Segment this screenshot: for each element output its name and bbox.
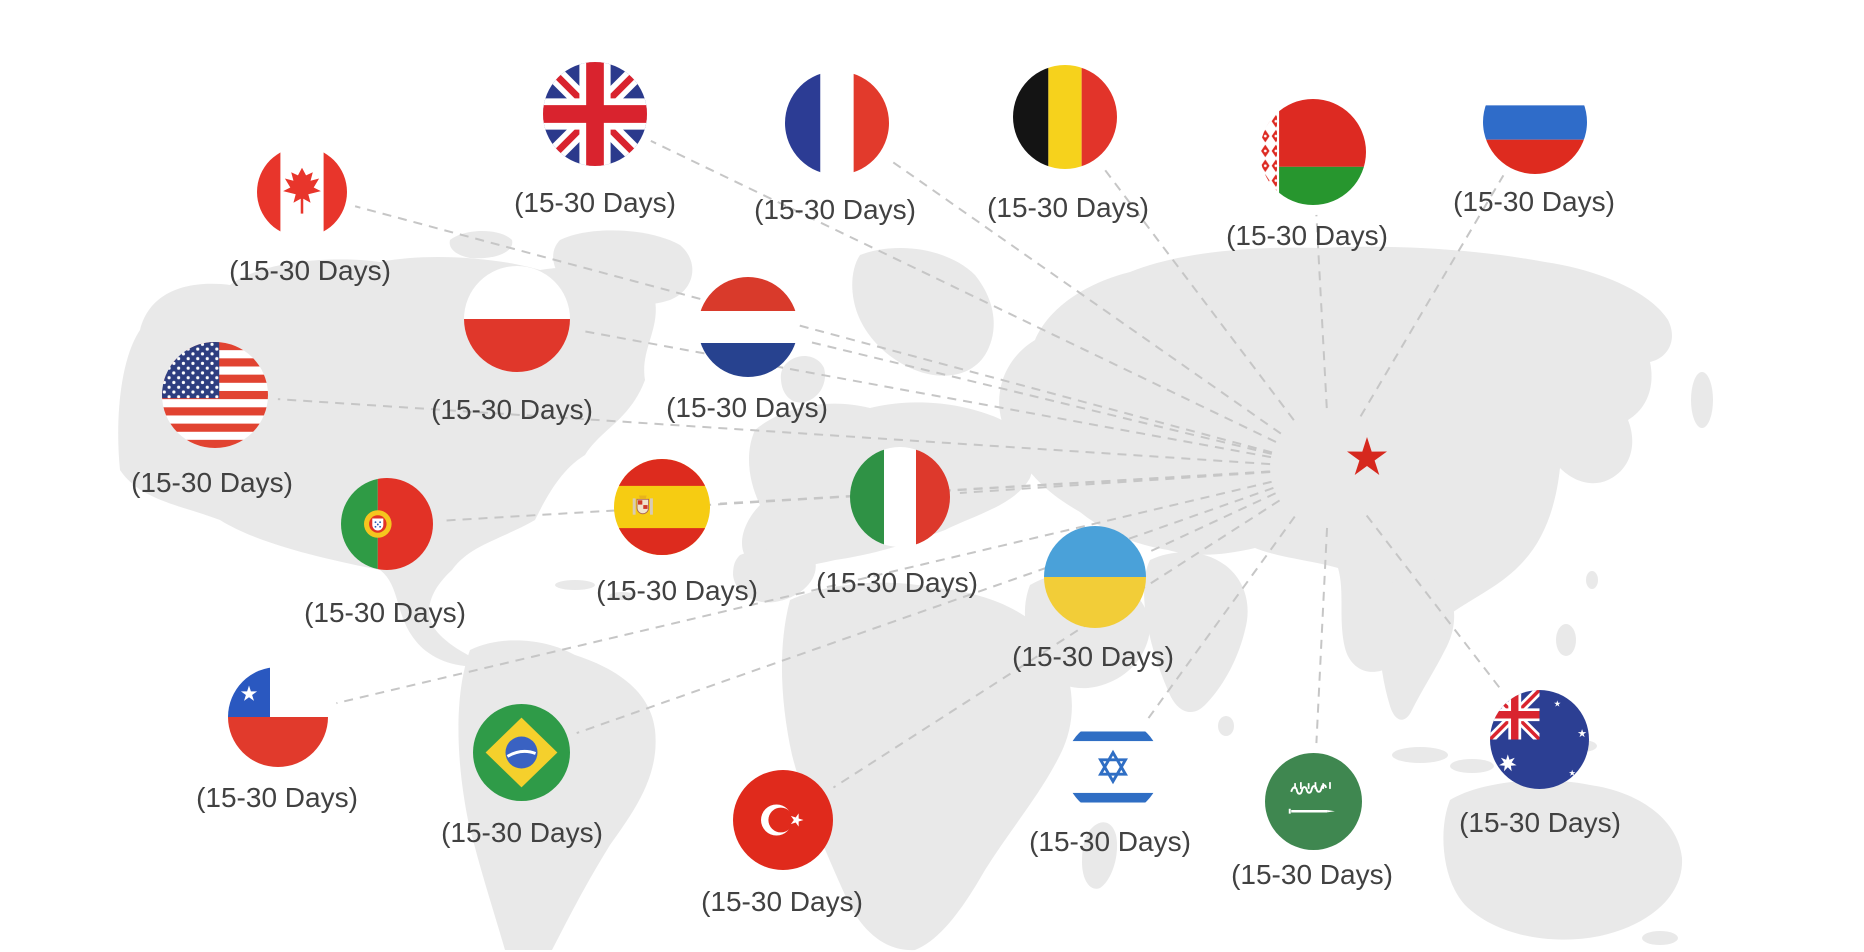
route-line <box>1146 515 1296 721</box>
delivery-time-label-spain: (15-30 Days) <box>596 575 758 606</box>
delivery-time-label-italy: (15-30 Days) <box>816 567 978 598</box>
delivery-time-label-poland: (15-30 Days) <box>431 394 593 425</box>
flag-turkey-icon <box>733 770 833 870</box>
flag-spain-icon <box>614 459 710 555</box>
flag-saudi-arabia-icon <box>1265 753 1362 850</box>
delivery-time-label-russia: (15-30 Days) <box>1453 186 1615 217</box>
flag-poland-icon <box>464 266 570 372</box>
delivery-time-label-chile: (15-30 Days) <box>196 782 358 813</box>
delivery-time-label-canada: (15-30 Days) <box>229 255 391 286</box>
delivery-time-label-israel: (15-30 Days) <box>1029 826 1191 857</box>
route-line <box>1315 527 1329 744</box>
delivery-time-label-belgium: (15-30 Days) <box>987 192 1149 223</box>
flag-france-icon <box>785 71 889 175</box>
flag-netherlands-icon <box>698 277 798 377</box>
flag-russia-icon <box>1483 70 1587 174</box>
delivery-time-label-saudi-arabia: (15-30 Days) <box>1231 859 1393 890</box>
delivery-time-label-netherlands: (15-30 Days) <box>666 392 828 423</box>
delivery-time-label-uk: (15-30 Days) <box>514 187 676 218</box>
route-line <box>719 470 1271 505</box>
flag-belgium-icon <box>1013 65 1117 169</box>
flag-canada-icon <box>257 147 347 237</box>
delivery-time-label-ukraine: (15-30 Days) <box>1012 641 1174 672</box>
flag-israel-icon <box>1065 719 1161 815</box>
delivery-time-label-turkey: (15-30 Days) <box>701 886 863 917</box>
flag-portugal-icon <box>341 478 433 570</box>
delivery-time-label-portugal: (15-30 Days) <box>304 597 466 628</box>
flag-uk-icon <box>543 62 647 166</box>
flag-chile-icon <box>228 667 328 767</box>
route-line <box>1149 492 1276 553</box>
delivery-time-label-belarus: (15-30 Days) <box>1226 220 1388 251</box>
flag-ukraine-icon <box>1044 526 1146 628</box>
flag-usa-icon <box>162 342 268 448</box>
delivery-time-label-france: (15-30 Days) <box>754 194 916 225</box>
flag-italy-icon <box>850 447 950 547</box>
route-line <box>959 471 1271 494</box>
flag-australia-icon <box>1490 690 1589 789</box>
route-line <box>806 340 1272 455</box>
delivery-time-label-usa: (15-30 Days) <box>131 467 293 498</box>
delivery-time-label-australia: (15-30 Days) <box>1459 807 1621 838</box>
route-line <box>1365 514 1504 694</box>
delivery-time-label-brazil: (15-30 Days) <box>441 817 603 848</box>
flag-belarus-icon <box>1260 99 1366 205</box>
flag-brazil-icon <box>473 704 570 801</box>
